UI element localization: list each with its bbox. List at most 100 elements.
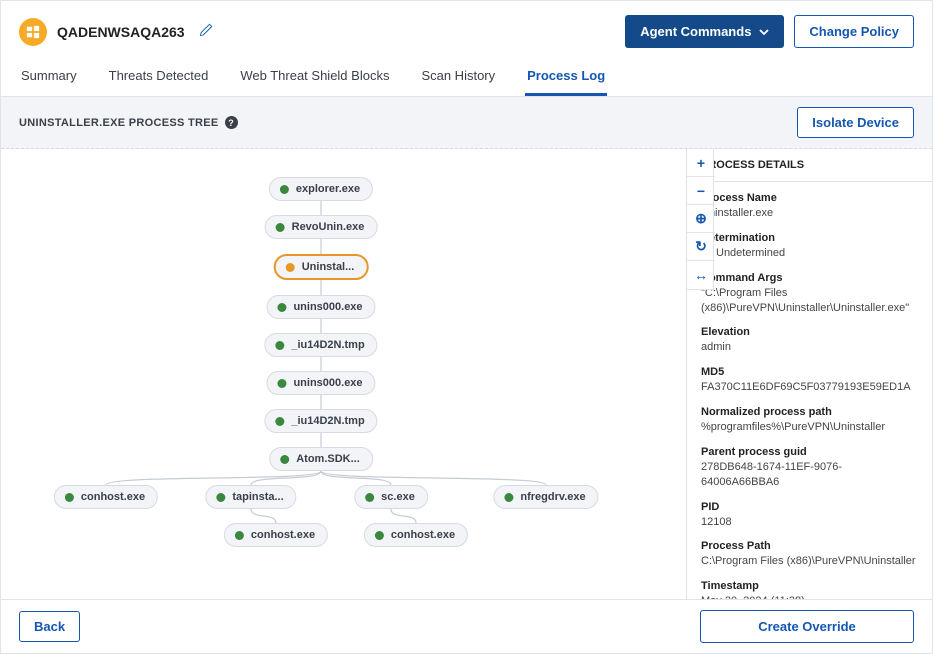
back-button[interactable]: Back — [19, 611, 80, 642]
tree-edge — [251, 509, 276, 523]
status-dot-icon — [280, 185, 289, 194]
process-node-label: Atom.SDK... — [296, 453, 360, 465]
status-dot-icon — [65, 493, 74, 502]
process-node-label: conhost.exe — [251, 529, 315, 541]
process-node-iu2[interactable]: _iu14D2N.tmp — [264, 409, 377, 433]
refresh-button[interactable]: ↻ — [687, 233, 715, 261]
tab-process-log[interactable]: Process Log — [525, 58, 607, 96]
status-dot-icon — [365, 493, 374, 502]
status-dot-icon — [216, 493, 225, 502]
detail-field-value: Uninstaller.exe — [701, 206, 918, 221]
status-dot-icon — [280, 455, 289, 464]
detail-field-label: Parent process guid — [701, 446, 918, 458]
tree-edge — [251, 471, 321, 485]
zoom-in-button[interactable]: + — [687, 149, 715, 177]
detail-field-label: Elevation — [701, 326, 918, 338]
detail-field-elevation: Elevation admin — [701, 326, 918, 355]
determination-text: Undetermined — [716, 246, 785, 261]
process-node-nfregdrv[interactable]: nfregdrv.exe — [493, 485, 598, 509]
create-override-button[interactable]: Create Override — [700, 610, 914, 643]
process-node-label: RevoUnin.exe — [292, 221, 365, 233]
content-area: explorer.exe RevoUnin.exe Uninstal... unins… — [1, 149, 932, 599]
process-tree-canvas[interactable]: explorer.exe RevoUnin.exe Uninstal... unins… — [1, 149, 687, 599]
device-name: QADENWSAQA263 — [57, 24, 185, 40]
process-details-panel: + − ⊕ ↻ ↔ PROCESS DETAILS Process Name Un… — [687, 149, 932, 599]
detail-field-label: Process Name — [701, 192, 918, 204]
detail-field-label: PID — [701, 501, 918, 513]
status-dot-icon — [504, 493, 513, 502]
detail-field-value: 12108 — [701, 515, 918, 530]
chevron-down-icon — [759, 27, 769, 37]
detail-field-md5: MD5FA370C11E6DF69C5F03779193E59ED1A — [701, 366, 918, 395]
detail-field-label: Determination — [701, 232, 918, 244]
isolate-device-label: Isolate Device — [812, 115, 899, 130]
process-node-sc[interactable]: sc.exe — [354, 485, 428, 509]
process-node-conhost2[interactable]: conhost.exe — [224, 523, 328, 547]
help-icon[interactable]: ? — [225, 116, 238, 129]
tab-threats-detected[interactable]: Threats Detected — [107, 58, 211, 96]
detail-field-value: C:\Program Files (x86)\PureVPN\Uninstall… — [701, 554, 918, 569]
detail-field-process-name: Process Name Uninstaller.exe — [701, 192, 918, 221]
edit-icon[interactable] — [199, 23, 213, 40]
process-node-label: _iu14D2N.tmp — [291, 415, 364, 427]
process-node-label: tapinsta... — [232, 491, 283, 503]
detail-field-determination: Determination Undetermined — [701, 232, 918, 261]
detail-field-value: May 20, 2024 (11:38) — [701, 594, 918, 599]
tab-web-threat-shield-blocks[interactable]: Web Threat Shield Blocks — [238, 58, 391, 96]
status-dot-icon — [235, 531, 244, 540]
subheader: UNINSTALLER.EXE PROCESS TREE ? Isolate D… — [1, 97, 932, 149]
process-node-label: unins000.exe — [293, 377, 362, 389]
change-policy-label: Change Policy — [809, 24, 899, 39]
detail-field-timestamp: TimestampMay 20, 2024 (11:38) — [701, 580, 918, 599]
detail-field-value: admin — [701, 340, 918, 355]
process-node-atom[interactable]: Atom.SDK... — [269, 447, 373, 471]
detail-field-value: "C:\Program Files (x86)\PureVPN\Uninstal… — [701, 286, 918, 316]
process-node-label: unins000.exe — [293, 301, 362, 313]
fit-button[interactable]: ↔ — [687, 261, 715, 289]
detail-field-process-path: Process PathC:\Program Files (x86)\PureV… — [701, 540, 918, 569]
detail-field-value: Undetermined — [701, 246, 918, 261]
process-node-explorer[interactable]: explorer.exe — [269, 177, 373, 201]
center-button[interactable]: ⊕ — [687, 205, 715, 233]
status-dot-icon — [375, 531, 384, 540]
process-node-revounin[interactable]: RevoUnin.exe — [265, 215, 378, 239]
tree-edge — [321, 471, 391, 485]
tab-scan-history[interactable]: Scan History — [419, 58, 497, 96]
process-node-label: nfregdrv.exe — [520, 491, 585, 503]
detail-field-command-args: Command Args"C:\Program Files (x86)\Pure… — [701, 272, 918, 316]
status-dot-icon — [277, 303, 286, 312]
detail-field-value: %programfiles%\PureVPN\Uninstaller — [701, 420, 918, 435]
process-node-conhost1[interactable]: conhost.exe — [54, 485, 158, 509]
status-dot-icon — [277, 379, 286, 388]
tree-edge — [391, 509, 416, 523]
device-os-icon — [19, 18, 47, 46]
process-node-uninstal[interactable]: Uninstal... — [274, 254, 369, 280]
tab-summary[interactable]: Summary — [19, 58, 79, 96]
header: QADENWSAQA263 Agent Commands Change Poli… — [1, 1, 932, 58]
tab-bar: Summary Threats Detected Web Threat Shield… — [1, 58, 932, 97]
status-dot-icon — [275, 341, 284, 350]
process-node-unins000a[interactable]: unins000.exe — [266, 295, 375, 319]
details-heading: PROCESS DETAILS — [687, 149, 932, 182]
detail-field-value: 278DB648-1674-11EF-9076-64006A66BBA6 — [701, 460, 918, 490]
process-node-label: _iu14D2N.tmp — [291, 339, 364, 351]
agent-commands-button[interactable]: Agent Commands — [625, 15, 784, 48]
process-node-conhost3[interactable]: conhost.exe — [364, 523, 468, 547]
process-node-tapinsta[interactable]: tapinsta... — [205, 485, 296, 509]
back-label: Back — [34, 619, 65, 634]
detail-field-value: FA370C11E6DF69C5F03779193E59ED1A — [701, 380, 918, 395]
status-dot-icon — [276, 223, 285, 232]
process-node-label: conhost.exe — [81, 491, 145, 503]
change-policy-button[interactable]: Change Policy — [794, 15, 914, 48]
process-node-label: Uninstal... — [302, 261, 355, 273]
detail-field-normalized-process-path: Normalized process path%programfiles%\Pu… — [701, 406, 918, 435]
status-dot-icon — [275, 417, 284, 426]
footer: Back Create Override — [1, 599, 932, 653]
details-body: Process Name Uninstaller.exe Determination… — [687, 182, 932, 599]
process-node-iu1[interactable]: _iu14D2N.tmp — [264, 333, 377, 357]
process-node-unins000b[interactable]: unins000.exe — [266, 371, 375, 395]
agent-commands-label: Agent Commands — [640, 24, 751, 39]
zoom-out-button[interactable]: − — [687, 177, 715, 205]
page-container: QADENWSAQA263 Agent Commands Change Poli… — [0, 0, 933, 654]
isolate-device-button[interactable]: Isolate Device — [797, 107, 914, 138]
